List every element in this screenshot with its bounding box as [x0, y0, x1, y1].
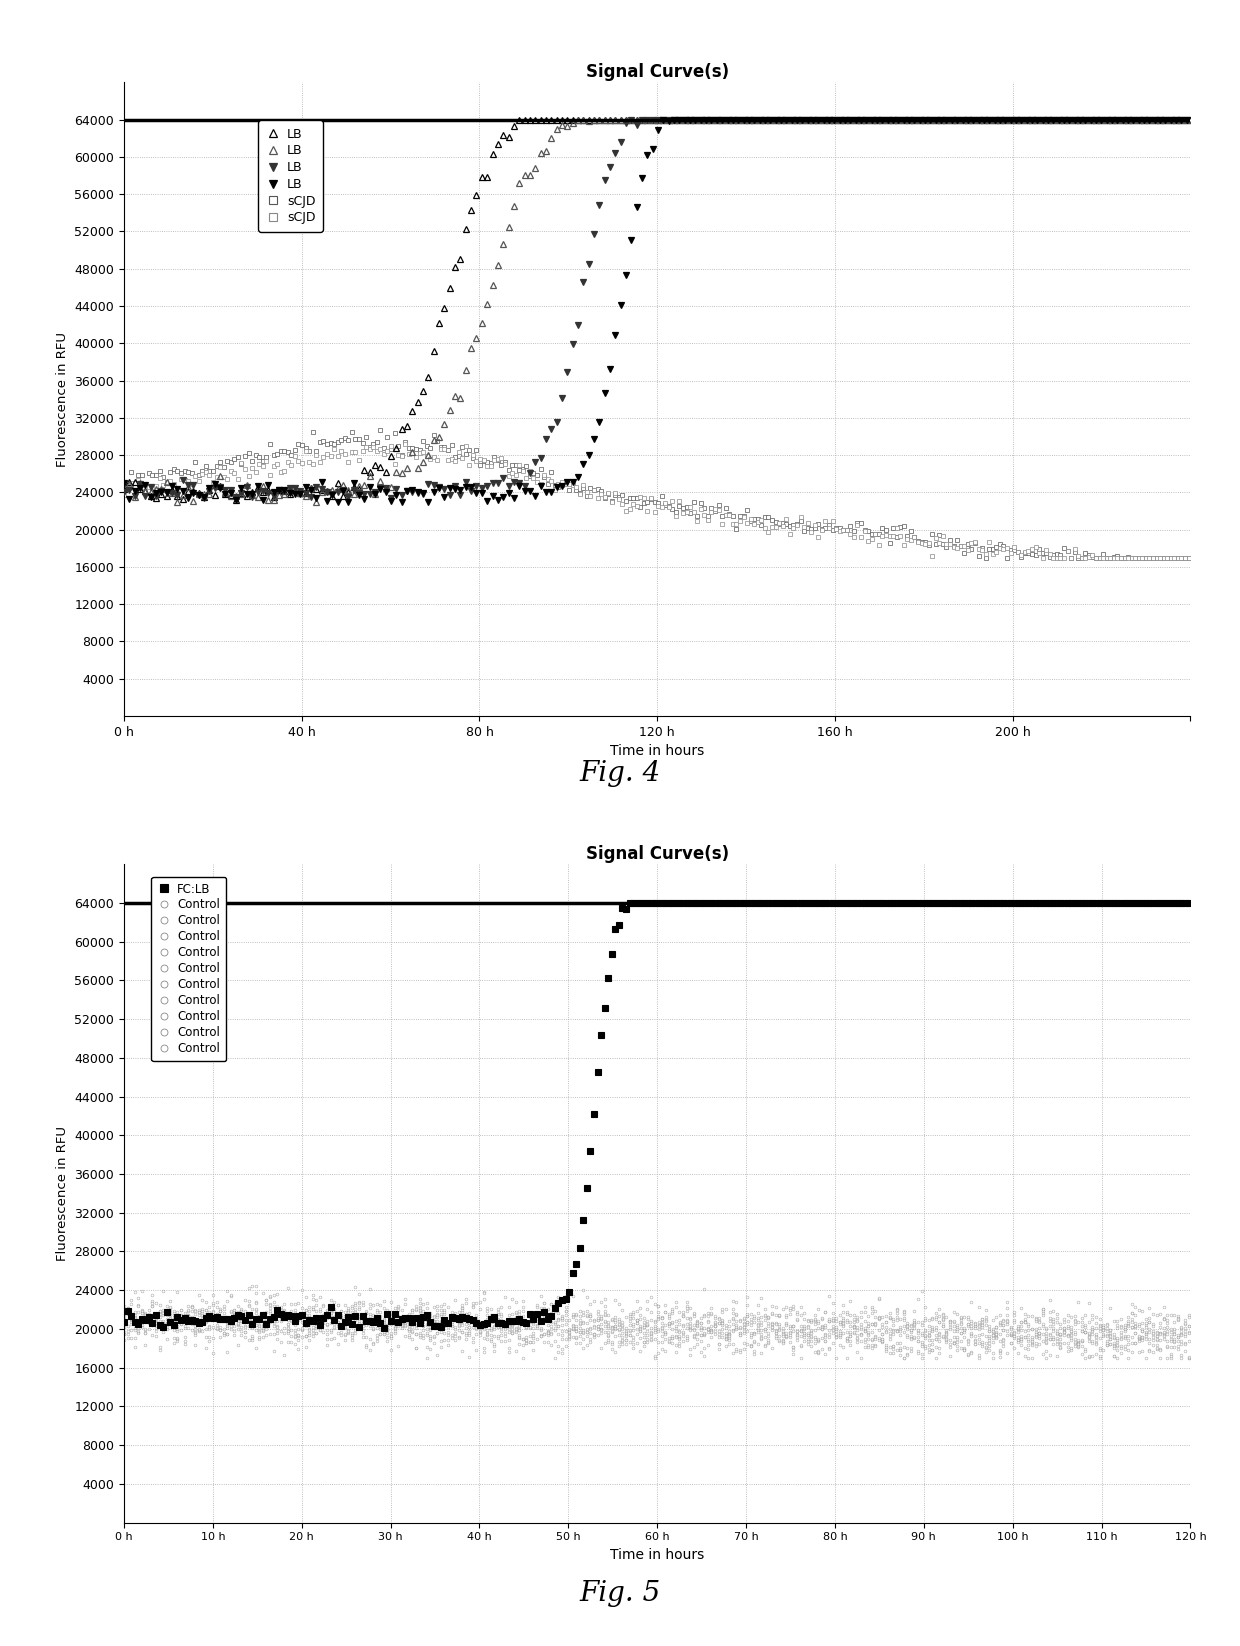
Legend: FC:LB, Control, Control, Control, Control, Control, Control, Control, Control, C: FC:LB, Control, Control, Control, Contro… [151, 877, 226, 1062]
Y-axis label: Fluorescence in RFU: Fluorescence in RFU [56, 1126, 69, 1261]
Title: Signal Curve(s): Signal Curve(s) [585, 63, 729, 81]
Text: Fig. 5: Fig. 5 [579, 1580, 661, 1606]
Title: Signal Curve(s): Signal Curve(s) [585, 844, 729, 863]
Y-axis label: Fluorescence in RFU: Fluorescence in RFU [56, 331, 69, 467]
Text: Fig. 4: Fig. 4 [579, 760, 661, 787]
X-axis label: Time in hours: Time in hours [610, 744, 704, 759]
X-axis label: Time in hours: Time in hours [610, 1547, 704, 1562]
Legend: LB, LB, LB, LB, sCJD, sCJD: LB, LB, LB, LB, sCJD, sCJD [258, 120, 322, 232]
